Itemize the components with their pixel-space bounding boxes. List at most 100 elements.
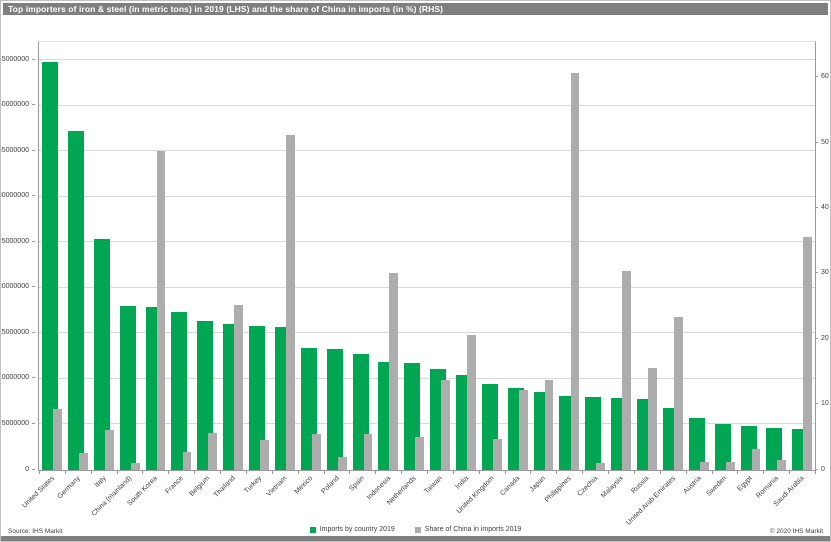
share-bar [260,439,269,470]
category-label: Egypt [736,475,755,493]
category-label: Italy [93,475,108,490]
category-label: Vietnam [265,475,289,499]
share-bar [674,317,683,470]
gridline [39,377,815,379]
share-bar [596,463,606,470]
axis-tick-label: 60 [821,73,829,81]
axis-tick-label: 30 [821,269,829,277]
category-tick [323,471,325,474]
share-swatch-icon [414,526,421,533]
category-label: Spain [348,475,367,493]
axis-tick-label: 45000000 [0,55,29,63]
imports-bar [42,62,59,470]
axis-tick-label: 20 [821,334,829,342]
imports-swatch-icon [309,526,316,533]
category-label: India [454,475,470,491]
share-bar [518,390,528,470]
category-axis: United States Germany Italy China (mainland… [21,472,814,527]
imports-bar [688,418,705,470]
axis-tick-label: 15000000 [0,328,29,336]
gridline [39,104,815,106]
axis-tick-label: 40000000 [0,101,29,109]
axis-tick [32,104,35,106]
category-tick [427,471,428,474]
axis-tick-label: 10000000 [0,374,29,382]
share-bar [79,453,88,470]
category-tick [452,471,454,474]
axis-tick [815,76,818,78]
gridline [39,286,815,288]
category-tick [401,471,403,474]
category-tick [271,471,273,474]
imports-bar [93,238,110,470]
category-tick [815,471,816,474]
imports-bar [714,424,731,470]
share-bar [725,462,735,470]
plot-area [38,41,816,474]
axis-tick [32,331,35,333]
axis-tick-label: 0 [821,465,825,473]
imports-bar [766,428,783,470]
share-bar [415,437,425,470]
category-label: Belgium [188,475,212,498]
category-tick [220,471,222,474]
share-bar [777,460,787,470]
category-tick [478,471,480,474]
axis-tick-label: 35000000 [0,146,29,154]
axis-tick [815,337,818,339]
chart-title: Top importers of iron & steel (in metric… [3,3,828,15]
category-label: Thailand [213,475,237,499]
category-label: Austria [682,475,703,496]
category-label: Philippines [544,475,574,504]
share-bar [337,456,347,470]
share-bar [467,334,476,470]
axis-tick [32,422,35,424]
legend-item-share: Share of China in imports 2019 [414,526,522,533]
category-tick [64,471,66,474]
category-tick [737,471,739,474]
category-label: Mexico [293,475,315,496]
gridline [39,59,815,61]
category-label: Indonesia [365,475,393,502]
share-bar [208,432,218,470]
category-tick [763,471,765,474]
axis-tick [32,58,35,60]
category-tick [789,471,791,474]
category-tick [245,471,247,474]
axis-tick [32,468,35,470]
category-label: Japan [528,475,548,494]
axis-tick-label: 30000000 [0,192,29,200]
bottom-accent-bar [1,536,830,541]
share-bar [570,72,580,470]
category-tick [90,471,92,474]
category-tick [685,471,687,474]
axis-tick-label: 0 [25,465,29,473]
imports-bar [249,326,266,470]
category-label: Turkey [242,475,263,495]
share-bar [234,305,244,470]
legend-label-share: Share of China in imports 2019 [424,526,522,533]
share-bar [286,134,295,470]
category-label: Taiwan [423,475,444,496]
category-tick [659,471,661,474]
category-tick [530,471,532,474]
axis-tick-label: 5000000 [1,419,29,427]
axis-tick [815,403,818,405]
category-label: Romania [755,475,781,500]
legend-item-imports: Imports by country 2019 [309,526,395,533]
gridline [39,241,815,243]
share-bar [803,236,813,470]
category-label: France [164,475,186,496]
category-tick [711,471,713,474]
imports-bar [197,320,214,470]
imports-bar [326,348,343,470]
category-label: Poland [320,475,341,496]
axis-tick [815,468,818,470]
legend: Imports by country 2019 Share of China i… [1,526,830,533]
category-tick [633,471,635,474]
share-bar [622,270,632,470]
category-label: Russia [630,475,651,496]
share-bar [492,438,502,470]
axis-tick [32,286,35,288]
